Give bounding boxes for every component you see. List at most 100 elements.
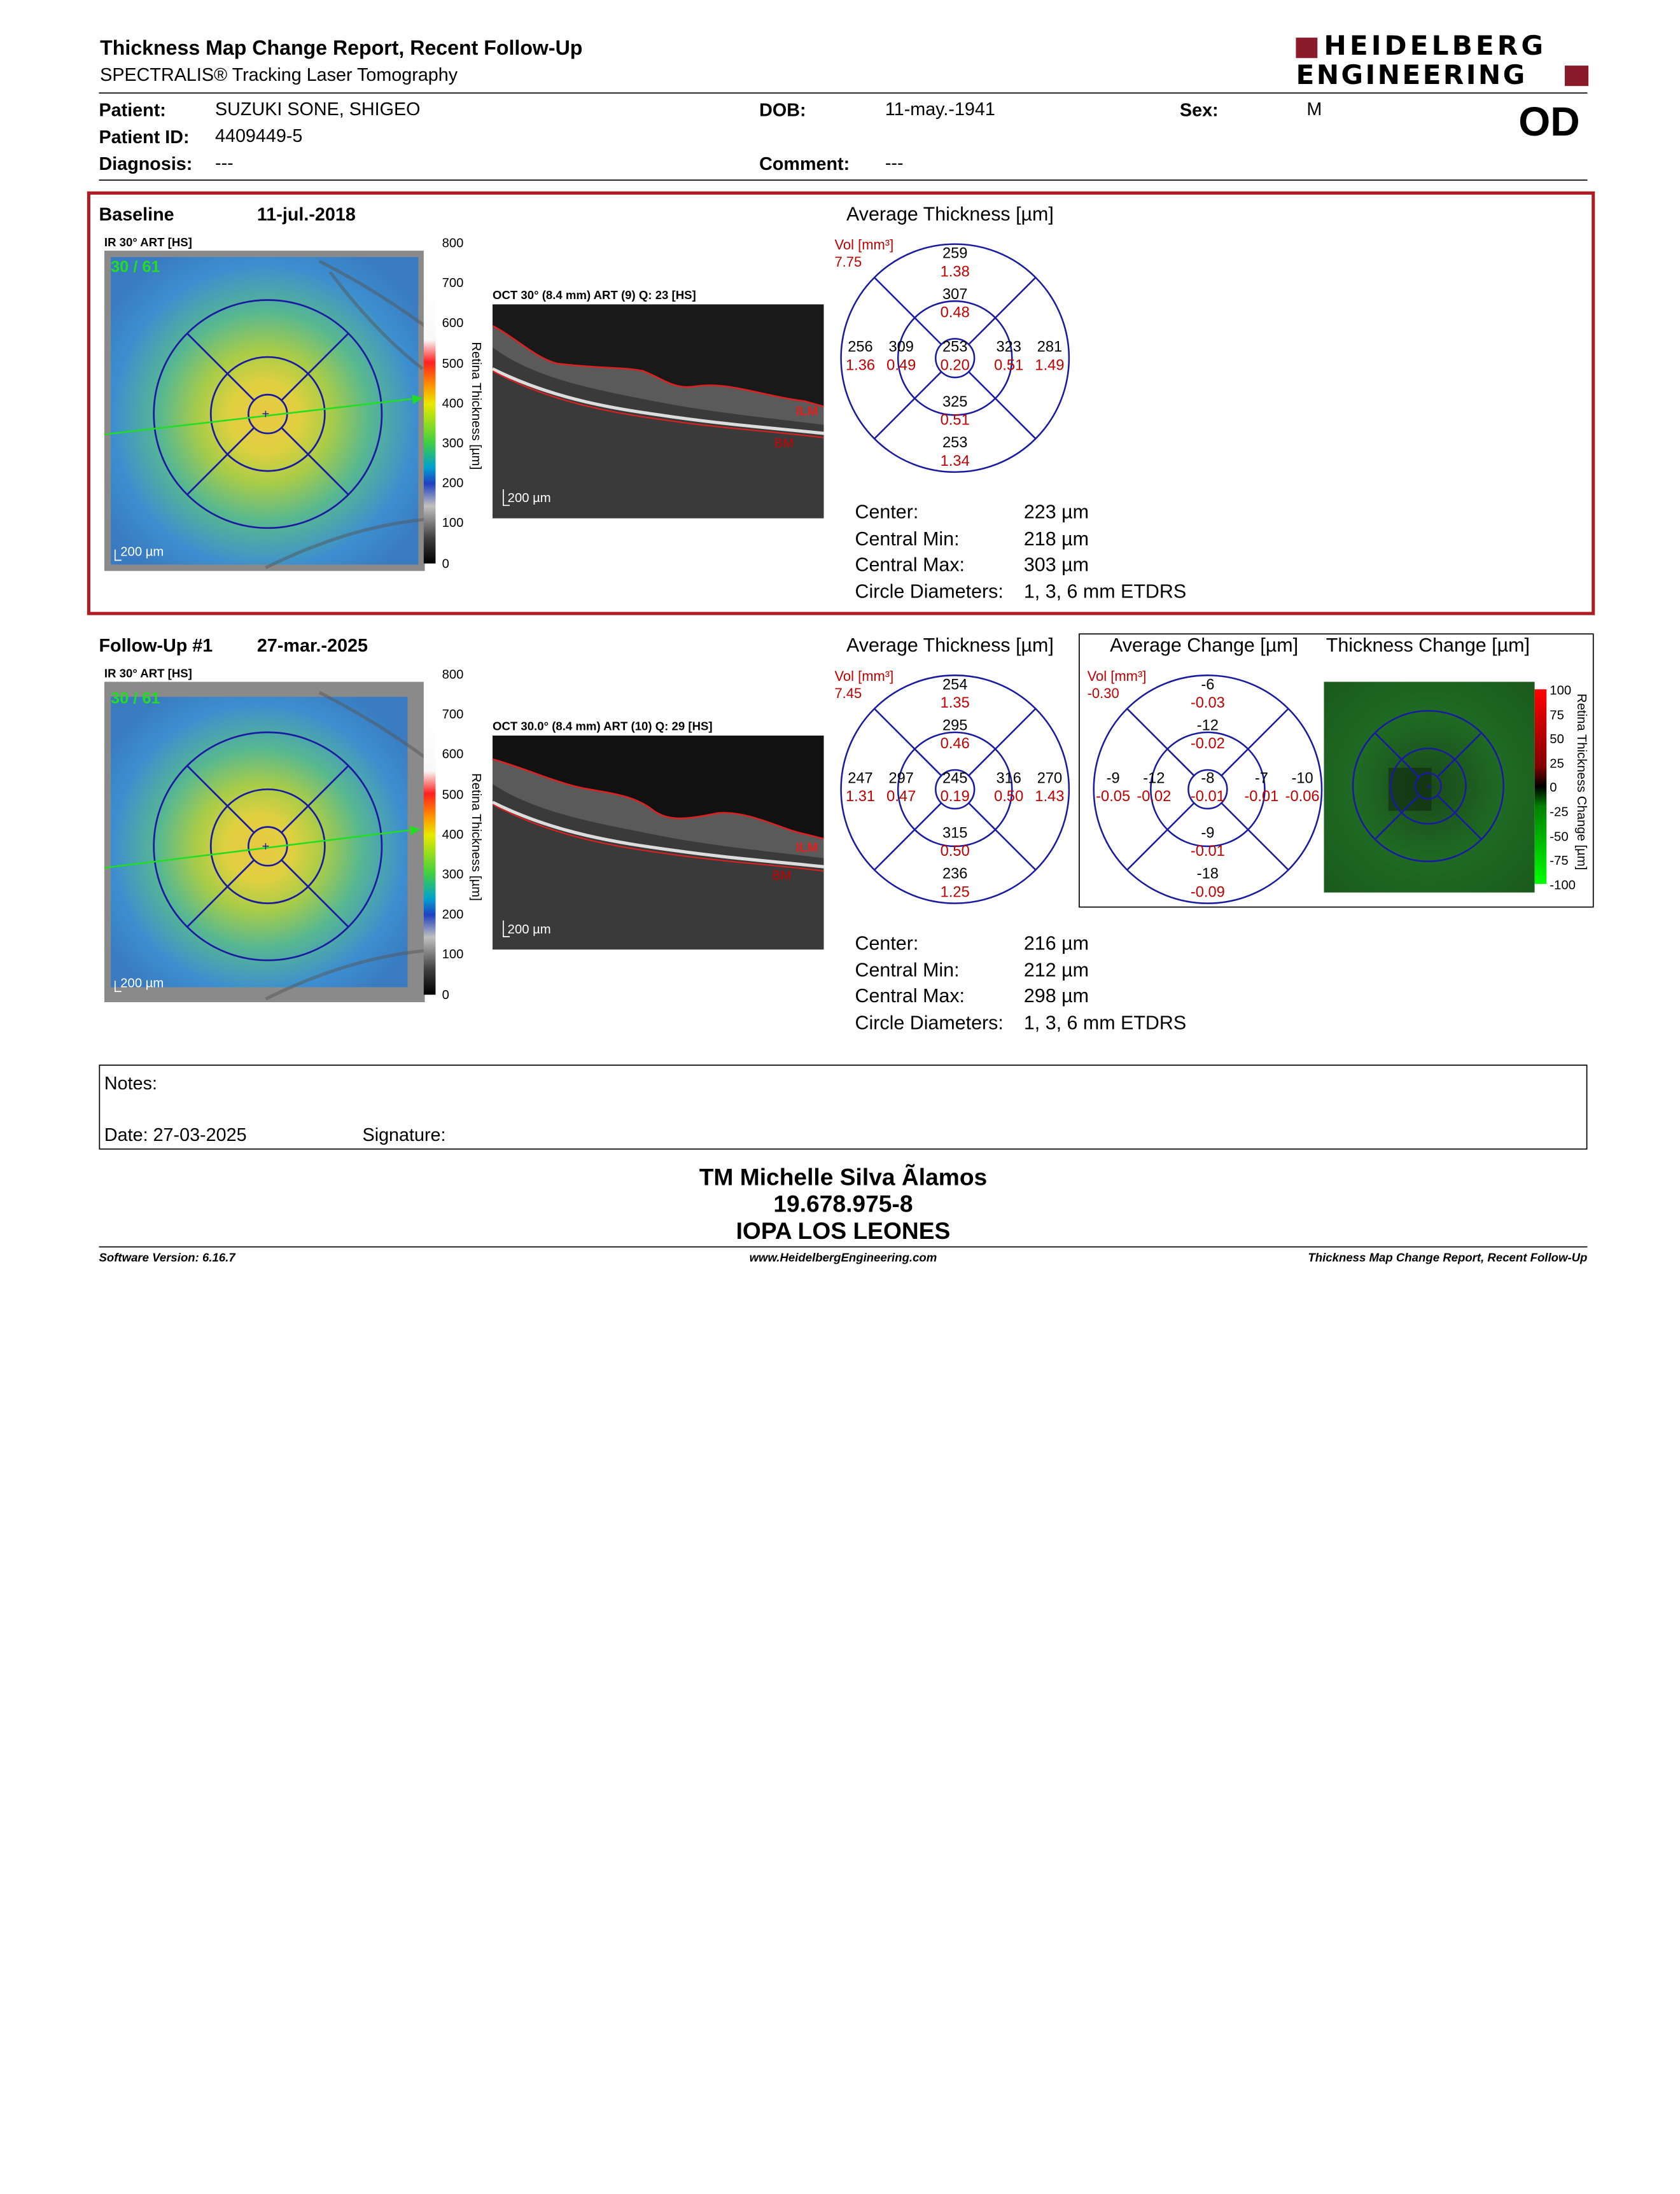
sex-value: M: [1306, 99, 1322, 120]
sector-line: [1126, 802, 1195, 871]
colorbar-tick: -75: [1550, 853, 1569, 869]
outer-bottom-thickness: -18: [1197, 866, 1219, 883]
notes-label: Notes:: [104, 1073, 157, 1094]
sector-line: [874, 708, 942, 776]
notes-date: Date: 27-03-2025: [104, 1124, 247, 1145]
center-ring: [1187, 769, 1228, 810]
colorbar-tick: 100: [442, 515, 464, 531]
outer-bottom-volume: 1.34: [941, 453, 970, 470]
baseline-ir-scale: 200 µm: [120, 545, 164, 559]
heidelberg-logo: HEIDELBERG ENGINEERING: [1296, 32, 1589, 90]
outer-top-thickness: 254: [942, 676, 967, 693]
baseline-ir-label: IR 30° ART [HS]: [104, 236, 192, 250]
followup-ir-label: IR 30° ART [HS]: [104, 667, 192, 681]
thickness-change-title: Thickness Change [µm]: [1326, 634, 1530, 656]
colorbar-tick: 25: [1550, 755, 1564, 771]
thickness-change-map: +: [1324, 681, 1535, 893]
outer-right-thickness: 281: [1037, 339, 1062, 356]
sector-line: [1221, 708, 1289, 776]
inner-top-thickness: 307: [942, 286, 967, 303]
outer-right-thickness: 270: [1037, 770, 1062, 786]
baseline-max-value: 303 µm: [1023, 554, 1089, 576]
center-ring: [935, 338, 976, 379]
baseline-ilm-label: ILM: [796, 404, 818, 418]
inner-top-volume: 0.48: [941, 305, 970, 321]
notes-box: [99, 1065, 1588, 1150]
svg-text:+: +: [262, 840, 270, 854]
colorbar-tick: 200: [442, 906, 464, 922]
sector-line: [1126, 708, 1195, 776]
inner-bottom-volume: -0.01: [1191, 843, 1225, 860]
outer-right-volume: 1.43: [1035, 788, 1064, 805]
change-etdrs-grid: -6 -0.03 -12 -0.02 -9 -0.05 -12 -0.02 -8 -0.01 -7 -…: [1093, 674, 1323, 904]
colorbar-tick: 700: [442, 706, 464, 722]
baseline-label: Baseline: [99, 204, 174, 225]
baseline-oct-label: OCT 30° (8.4 mm) ART (9) Q: 23 [HS]: [493, 289, 696, 302]
baseline-date: 11-jul.-2018: [256, 204, 356, 225]
change-colorbar: [1534, 689, 1547, 884]
colorbar-tick: 50: [1550, 731, 1564, 747]
baseline-vol-label: Vol [mm³]: [834, 236, 894, 253]
outer-top-thickness: 259: [942, 246, 967, 262]
baseline-stats: Center: Central Min: Central Max: Circle…: [855, 499, 1004, 604]
followup-ilm-label: ILM: [796, 841, 818, 855]
logo-line1: HEIDELBERG: [1324, 30, 1547, 62]
colorbar-tick: 75: [1550, 707, 1564, 722]
colorbar-tick: 800: [442, 666, 464, 682]
footer-website[interactable]: www.HeidelbergEngineering.com: [749, 1252, 937, 1265]
inner-left-thickness: 297: [888, 770, 913, 786]
sector-line: [968, 802, 1037, 871]
colorbar-tick: 600: [442, 315, 464, 331]
inner-top-thickness: 295: [942, 718, 967, 734]
sector-line: [968, 277, 1037, 346]
change-title: Average Change [µm]: [1110, 634, 1299, 656]
inner-right-volume: 0.50: [994, 788, 1023, 805]
inner-top-volume: -0.02: [1191, 736, 1225, 752]
patient-id-label: Patient ID:: [99, 127, 190, 148]
signature-block: TM Michelle Silva Ãlamos 19.678.975-8 IO…: [0, 1164, 1680, 1245]
outer-left-thickness: -9: [1107, 770, 1120, 786]
colorbar-tick: 100: [1550, 683, 1572, 698]
dob-value: 11-may.-1941: [885, 99, 995, 120]
signer-rut: 19.678.975-8: [773, 1190, 913, 1218]
report-subtitle: SPECTRALIS® Tracking Laser Tomography: [100, 64, 458, 85]
inner-left-thickness: -12: [1143, 770, 1165, 786]
baseline-thickness-map: + 30 / 61 200 µm: [104, 250, 425, 571]
inner-right-thickness: 323: [996, 339, 1021, 356]
baseline-stats-values: 223 µm 218 µm 303 µm 1, 3, 6 mm ETDRS: [1024, 499, 1186, 604]
followup-max-value: 298 µm: [1023, 985, 1089, 1007]
baseline-colorbar: [423, 244, 436, 564]
inner-left-thickness: 309: [888, 339, 913, 356]
outer-bottom-thickness: 253: [942, 435, 967, 451]
followup-oct-scale: 200 µm: [508, 923, 551, 937]
outer-left-volume: -0.05: [1096, 788, 1130, 805]
colorbar-tick: 0: [442, 986, 449, 1002]
outer-ring: [840, 674, 1070, 904]
signer-institution: IOPA LOS LEONES: [736, 1217, 951, 1245]
colorbar-tick: 700: [442, 275, 464, 291]
colorbar-tick: 0: [442, 555, 449, 571]
center-volume: -0.01: [1191, 788, 1225, 805]
followup-colorbar-title: Retina Thickness [µm]: [468, 773, 484, 901]
followup-vol-label: Vol [mm³]: [834, 667, 894, 684]
baseline-oct-scale: 200 µm: [508, 491, 551, 505]
followup-thickness-map: + 30 / 61 200 µm: [104, 681, 425, 1003]
outer-right-volume: -0.06: [1285, 788, 1320, 805]
outer-ring: [840, 243, 1070, 473]
patient-value: SUZUKI SONE, SHIGEO: [215, 99, 421, 120]
baseline-bm-label: BM: [774, 437, 794, 451]
dob-label: DOB:: [759, 100, 806, 121]
followup-center-label: Center:: [855, 932, 919, 954]
colorbar-tick: 300: [442, 867, 464, 882]
sex-label: Sex:: [1179, 100, 1219, 121]
colorbar-tick: 200: [442, 475, 464, 491]
inner-ring: [897, 300, 1013, 416]
comment-value: ---: [885, 152, 904, 174]
center-thickness: -8: [1201, 770, 1214, 786]
comment-label: Comment:: [759, 153, 850, 174]
change-vol-value: -0.30: [1087, 685, 1119, 701]
colorbar-tick: 600: [442, 746, 464, 762]
footer-software: Software Version: 6.16.7: [99, 1252, 235, 1265]
center-volume: 0.19: [941, 788, 970, 805]
baseline-min-label: Central Min:: [855, 527, 960, 549]
